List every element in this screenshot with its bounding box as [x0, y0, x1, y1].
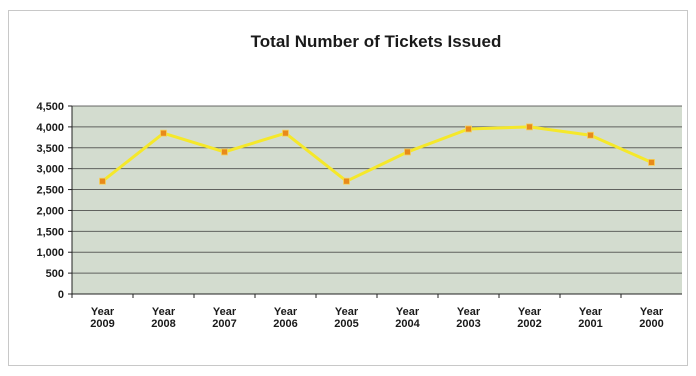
x-axis: Year 2009 Year 2008 Year 2007 Year 2006 Year 2005…: [71, 293, 682, 330]
x-tick-label: Year 2009: [90, 306, 115, 330]
x-tick-label: Year 2001: [578, 306, 603, 330]
x-tick-label: Year 2007: [212, 306, 237, 330]
y-tick-label: 4,000: [36, 122, 64, 134]
chart-title: Total Number of Tickets Issued: [251, 32, 502, 51]
series-line: [101, 125, 653, 183]
x-tick-label: Year 2003: [456, 306, 481, 330]
y-tick-label: 3,500: [36, 143, 64, 155]
data-point: [648, 158, 655, 166]
data-point: [526, 123, 533, 131]
y-tick-label: 0: [58, 289, 64, 301]
y-tick-label: 500: [46, 268, 64, 280]
data-point: [221, 148, 228, 156]
x-tick-label: Year 2008: [151, 306, 176, 330]
data-point: [160, 129, 167, 137]
y-axis: 4,500 4,000 3,500 3,000 2,500 2,000 1,500 1,000…: [36, 101, 73, 301]
x-tick-label: Year 2004: [395, 306, 420, 330]
data-point: [404, 148, 411, 156]
data-point: [282, 129, 289, 137]
y-tick-label: 2,500: [36, 185, 64, 197]
data-point: [465, 125, 472, 133]
data-point: [587, 131, 594, 139]
data-point: [343, 177, 350, 185]
x-tick-label: Year 2006: [273, 306, 298, 330]
y-tick-label: 1,000: [36, 247, 64, 259]
data-point: [99, 177, 106, 185]
y-tick-label: 4,500: [36, 101, 64, 113]
y-tick-label: 1,500: [36, 226, 64, 238]
y-tick-label: 3,000: [36, 164, 64, 176]
y-tick-label: 2,000: [36, 205, 64, 217]
x-tick-label: Year 2002: [517, 306, 542, 330]
x-tick-label: Year 2000: [639, 306, 664, 330]
x-tick-label: Year 2005: [334, 306, 359, 330]
series-layer: [99, 123, 655, 185]
